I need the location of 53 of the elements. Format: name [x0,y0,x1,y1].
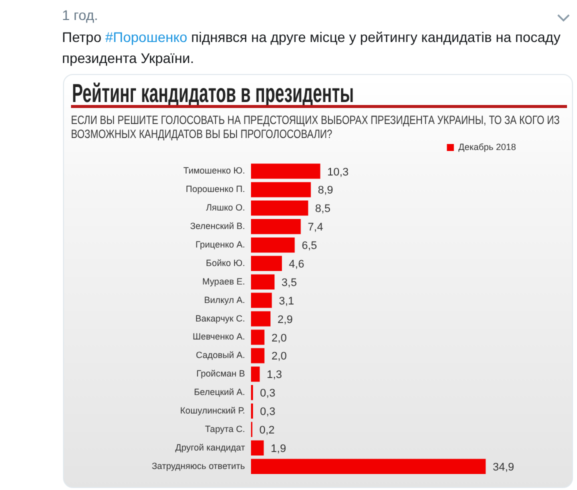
y-tick-label: Кошулинский Р. [180,406,245,416]
data-label: 2,0 [271,350,287,363]
data-label: 1,9 [270,442,286,455]
y-tick-label: Затрудняюсь ответить [152,460,246,471]
data-label: 8,9 [318,184,334,197]
y-tick-label: Порошенко П. [186,184,245,194]
bar [251,274,275,290]
data-label: 0,3 [260,388,276,400]
y-tick-label: Шевченко А. [192,332,245,342]
y-tick-label: Бойко Ю. [206,258,245,268]
data-label: 7,4 [308,222,324,234]
data-label: 3,5 [282,276,297,289]
y-tick-label: Вилкул А. [204,294,245,305]
bar [251,348,264,364]
bar [251,440,264,456]
bar [251,256,282,272]
data-label: 3,1 [278,295,294,308]
y-tick-label: Тимошенко Ю. [183,166,245,176]
bar [251,330,264,345]
data-label: 4,6 [288,258,304,270]
bar [251,219,301,234]
bar [251,182,311,198]
bar [251,200,308,216]
data-label: 1,3 [266,369,282,382]
data-label: 0,3 [260,406,276,418]
bar [251,164,320,179]
y-tick-label: Гройсман В [196,368,245,379]
y-tick-label: Ляшко О. [206,202,245,213]
data-label: 8,5 [315,203,330,216]
data-label: 34,9 [492,461,514,474]
text: 1 год. [62,7,98,23]
chart-subtitle: ЕСЛИ ВЫ РЕШИТЕ ГОЛОСОВАТЬ НА ПРЕДСТОЯЩИХ ВЫБОРАХ ПРЕЗИДЕНТА УКРАИНЫ, ТО ЗА КОГО ИЗ ВОЗМОЖНЫХ КАНДИДАТОВ ВЫ БЫ ПРОГОЛОСОВАЛИ? [71,113,561,141]
legend-label: Декабрь 2018 [458,142,516,152]
y-tick-label: Тарута С. [204,424,245,434]
y-tick-label: Мураев Е. [202,276,245,286]
data-label: 2,9 [278,314,293,326]
data-label: 10,3 [327,166,349,178]
y-tick-label: Гриценко А. [196,239,245,250]
data-label: 6,5 [302,240,318,252]
y-tick-label: Другой кандидат [175,442,245,452]
chart-title: Рейтинг кандидатов в президенты [72,78,354,109]
text: Петро #Порошенко піднявся на друге місце у рейтингу кандидатів на посаду президента України. [62,29,560,66]
data-label: 2,0 [271,332,287,344]
bar [251,237,295,253]
bar [251,311,271,326]
bar [251,458,486,474]
y-tick-label: Белецкий А. [194,387,245,398]
data-label: 0,2 [259,424,275,437]
bar [251,366,260,382]
bar [251,292,272,308]
y-tick-label: Садовый А. [196,350,245,360]
y-tick-label: Вакарчук С. [195,313,245,324]
y-tick-label: Зеленский В. [190,221,245,232]
